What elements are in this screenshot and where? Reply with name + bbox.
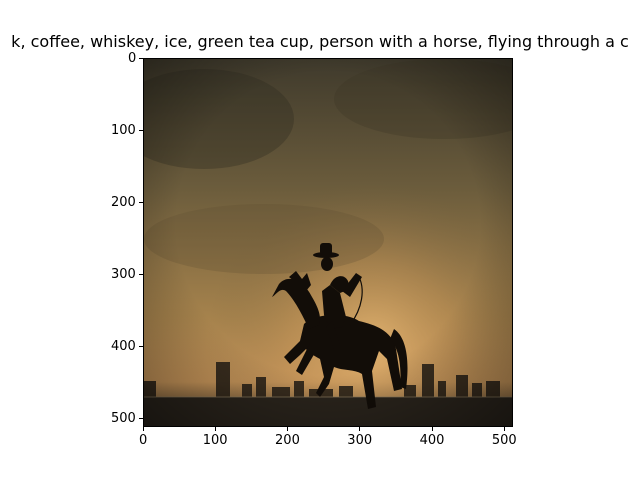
x-tick-label: 100 [202, 433, 228, 448]
y-tick-label: 400 [111, 338, 136, 354]
x-tick-mark [359, 427, 361, 431]
y-tick-mark [139, 273, 143, 275]
y-tick-label: 0 [128, 50, 137, 66]
y-tick-label: 500 [111, 410, 136, 426]
x-tick-label: 300 [347, 433, 373, 448]
x-tick-label: 0 [139, 433, 148, 448]
y-tick-label: 200 [111, 194, 136, 210]
y-tick-mark [139, 129, 143, 131]
x-tick-mark [287, 427, 289, 431]
x-tick-label: 500 [491, 433, 517, 448]
vignette [144, 59, 512, 426]
image-axes [143, 58, 513, 427]
x-tick-label: 400 [419, 433, 445, 448]
x-tick-label: 200 [275, 433, 300, 448]
y-tick-label: 100 [111, 122, 136, 138]
y-tick-mark [139, 345, 143, 347]
x-tick-mark [214, 427, 216, 431]
x-tick-mark [431, 427, 433, 431]
y-tick-mark [139, 201, 143, 203]
x-tick-mark [503, 427, 505, 431]
x-tick-mark [142, 427, 144, 431]
y-tick-mark [139, 57, 143, 59]
cowboy-horse-image [144, 59, 512, 426]
y-tick-label: 300 [111, 266, 136, 282]
y-tick-mark [139, 417, 143, 419]
plot-title: k, coffee, whiskey, ice, green tea cup, … [11, 32, 629, 51]
